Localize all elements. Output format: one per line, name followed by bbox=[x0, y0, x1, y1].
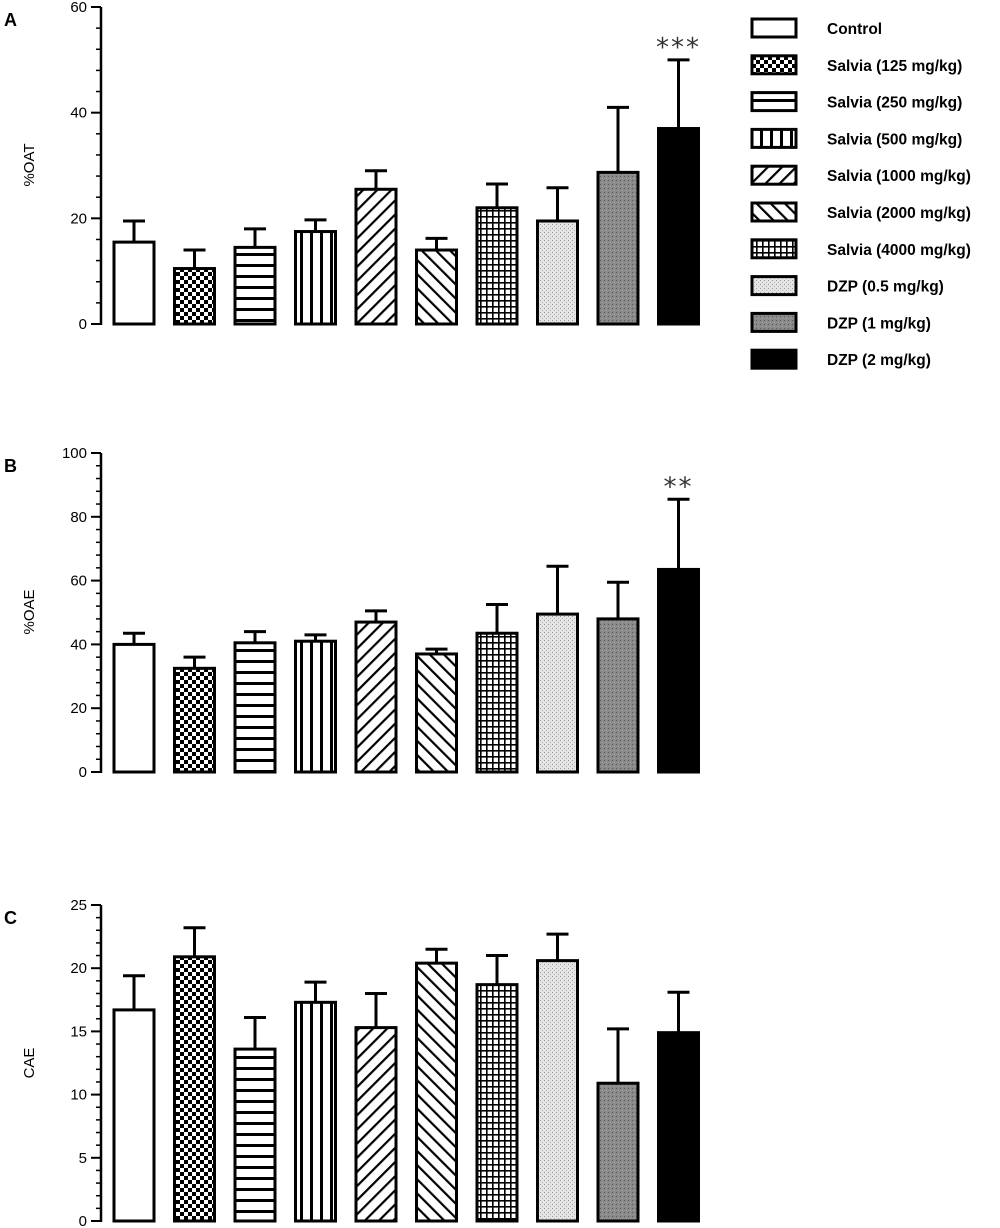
legend-item: Salvia (500 mg/kg) bbox=[750, 127, 962, 149]
bar bbox=[173, 955, 216, 1223]
legend-item: Salvia (4000 mg/kg) bbox=[750, 238, 971, 260]
y-tick-label: 40 bbox=[70, 105, 87, 122]
legend-item: Salvia (2000 mg/kg) bbox=[750, 201, 971, 223]
bar bbox=[475, 983, 519, 1223]
bar bbox=[657, 567, 700, 774]
bar bbox=[415, 652, 458, 774]
legend-label: Salvia (4000 mg/kg) bbox=[827, 242, 971, 259]
bar bbox=[294, 1000, 337, 1223]
legend: Control Salvia (125 mg/kg) Salvia (250 mg/… bbox=[750, 17, 971, 370]
legend-swatch bbox=[750, 17, 798, 39]
legend-item: DZP (0.5 mg/kg) bbox=[750, 275, 944, 297]
legend-label: Salvia (250 mg/kg) bbox=[827, 95, 962, 112]
bar bbox=[657, 1031, 700, 1223]
y-tick-label: 10 bbox=[70, 1087, 87, 1104]
bar bbox=[233, 1047, 277, 1223]
bar bbox=[354, 187, 398, 326]
bar bbox=[354, 1026, 398, 1223]
legend-item: Salvia (1000 mg/kg) bbox=[750, 164, 971, 186]
y-tick-label: 60 bbox=[70, 573, 87, 590]
panel-letter: C bbox=[4, 908, 17, 928]
legend-label: DZP (2 mg/kg) bbox=[827, 352, 931, 369]
legend-label: DZP (1 mg/kg) bbox=[827, 315, 931, 332]
bar bbox=[112, 240, 156, 326]
bar bbox=[415, 248, 458, 326]
y-tick-label: 20 bbox=[70, 700, 87, 717]
legend-swatch bbox=[750, 127, 798, 149]
legend-item: DZP (2 mg/kg) bbox=[750, 348, 931, 370]
legend-swatch bbox=[750, 275, 798, 297]
bar bbox=[294, 639, 337, 774]
bar bbox=[475, 631, 519, 774]
legend-swatch bbox=[750, 54, 798, 76]
legend-label: Salvia (1000 mg/kg) bbox=[827, 168, 971, 185]
y-tick-label: 0 bbox=[79, 1213, 87, 1228]
legend-swatch bbox=[750, 238, 798, 260]
y-tick-label: 20 bbox=[70, 960, 87, 977]
y-tick-label: 40 bbox=[70, 636, 87, 653]
legend-label: Control bbox=[827, 21, 882, 38]
bar bbox=[596, 170, 640, 326]
y-tick-label: 5 bbox=[79, 1150, 87, 1167]
panel-b: B 0 20 40 60 80 100 %OAE ** bbox=[4, 445, 700, 781]
legend-label: Salvia (2000 mg/kg) bbox=[827, 205, 971, 222]
legend-swatch bbox=[750, 201, 798, 223]
bar bbox=[596, 617, 640, 774]
legend-item: Salvia (250 mg/kg) bbox=[750, 91, 962, 113]
y-tick-label: 80 bbox=[70, 509, 87, 526]
bar bbox=[536, 959, 579, 1223]
bar bbox=[596, 1081, 640, 1223]
bar bbox=[354, 620, 398, 774]
legend-item: Control bbox=[750, 17, 882, 39]
bar bbox=[657, 127, 700, 326]
panels-layer: A 0 20 40 60 %OAT *** B 0 20 40 60 80 100 %OAE ** C 0 5 10 1… bbox=[4, 0, 701, 1228]
legend-swatch bbox=[750, 311, 798, 333]
y-tick-label: 20 bbox=[70, 210, 87, 227]
bar bbox=[173, 666, 216, 774]
legend-label: Salvia (125 mg/kg) bbox=[827, 58, 962, 75]
y-axis-title: %OAT bbox=[21, 143, 38, 186]
bar bbox=[536, 612, 579, 774]
y-tick-label: 60 bbox=[70, 0, 87, 16]
legend-item: DZP (1 mg/kg) bbox=[750, 311, 931, 333]
y-axis-title: CAE bbox=[21, 1048, 38, 1079]
bar bbox=[536, 219, 579, 326]
legend-label: Salvia (500 mg/kg) bbox=[827, 131, 962, 148]
y-tick-label: 100 bbox=[62, 445, 87, 462]
legend-swatch bbox=[750, 164, 798, 186]
panel-a: A 0 20 40 60 %OAT *** bbox=[4, 0, 701, 333]
panel-letter: A bbox=[4, 10, 17, 30]
bar bbox=[233, 245, 277, 326]
legend-item: Salvia (125 mg/kg) bbox=[750, 54, 962, 76]
y-tick-label: 15 bbox=[70, 1023, 87, 1040]
bar bbox=[415, 961, 458, 1223]
bar bbox=[173, 267, 216, 326]
panel-letter: B bbox=[4, 456, 17, 476]
legend-label: DZP (0.5 mg/kg) bbox=[827, 279, 944, 296]
bar bbox=[112, 1008, 156, 1223]
bar bbox=[294, 230, 337, 326]
legend-swatch bbox=[750, 348, 798, 370]
y-tick-label: 0 bbox=[79, 764, 87, 781]
significance-annotation: *** bbox=[656, 33, 701, 63]
y-axis-title: %OAE bbox=[21, 589, 38, 634]
bar bbox=[233, 641, 277, 774]
bar bbox=[112, 642, 156, 774]
y-tick-label: 0 bbox=[79, 316, 87, 333]
legend-swatch bbox=[750, 91, 798, 113]
panel-c: C 0 5 10 15 20 25 CAE bbox=[4, 897, 700, 1228]
y-tick-label: 25 bbox=[70, 897, 87, 914]
significance-annotation: ** bbox=[664, 472, 694, 502]
bar bbox=[475, 206, 519, 326]
